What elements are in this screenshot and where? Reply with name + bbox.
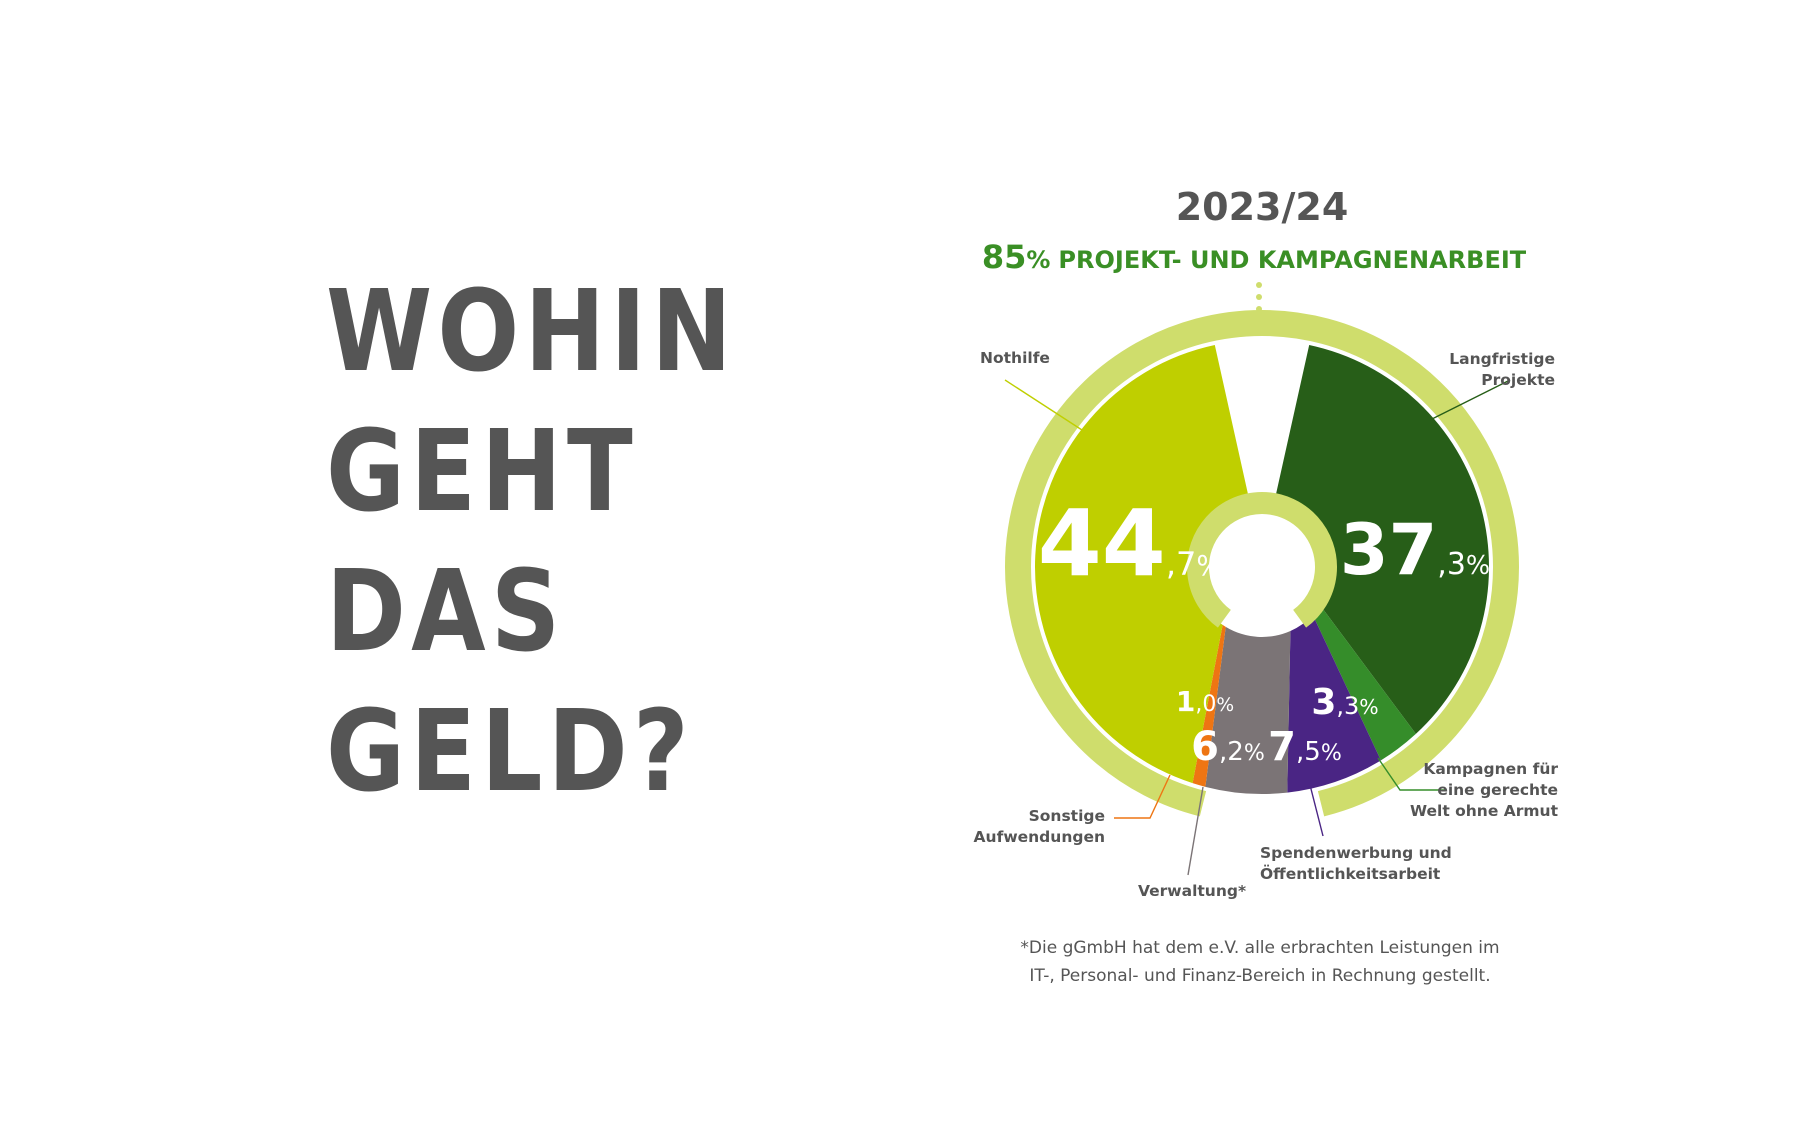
leader-lines bbox=[1004, 379, 1511, 876]
connector-dot-1 bbox=[1256, 294, 1262, 300]
footnote-line-2: IT-, Personal- und Finanz-Bereich in Rec… bbox=[1029, 966, 1491, 986]
category-label-2: Spendenwerbung und Öffentlichkeitsarbeit bbox=[1260, 844, 1452, 883]
subtitle-value: 85 bbox=[982, 238, 1027, 276]
category-label-1: Kampagnen für eine gerechte Welt ohne Armu… bbox=[1410, 760, 1559, 820]
slice-0 bbox=[1275, 344, 1489, 734]
subtitle-text: PROJEKT- UND KAMPAGNENARBEIT bbox=[1058, 246, 1526, 274]
slice-value-5: 44,7% bbox=[1038, 490, 1222, 597]
percentage-labels: 37,3% 3,3%7,5%6,2% 1,0% 44,7% bbox=[1038, 490, 1490, 770]
category-label-0: Langfristige Projekte bbox=[1449, 350, 1555, 389]
slice-3 bbox=[1205, 626, 1291, 794]
leader-line-0 bbox=[1429, 379, 1511, 421]
slice-value-4: 1,0% bbox=[1176, 685, 1234, 718]
headline-line-1: WOHIN bbox=[326, 267, 737, 397]
slice-4 bbox=[1192, 624, 1226, 787]
slice-1 bbox=[1312, 605, 1416, 761]
leader-line-4 bbox=[1114, 774, 1171, 819]
slice-5 bbox=[1035, 344, 1249, 784]
title-connector-dots bbox=[1256, 282, 1262, 312]
slice-value-1: 3,3% bbox=[1311, 682, 1378, 723]
center-ring bbox=[1187, 492, 1337, 628]
footnote: *Die gGmbH hat dem e.V. alle erbrachten … bbox=[960, 934, 1560, 990]
subtitle-unit: % bbox=[1026, 246, 1050, 274]
leader-line-2 bbox=[1309, 784, 1324, 837]
category-label-4: Sonstige Aufwendungen bbox=[974, 807, 1105, 846]
slice-value-2: 7,5% bbox=[1268, 724, 1342, 770]
slice-value-3: 6,2% bbox=[1191, 724, 1265, 770]
slice-value-0: 37,3% bbox=[1340, 509, 1490, 591]
footnote-line-1: *Die gGmbH hat dem e.V. alle erbrachten … bbox=[1020, 938, 1500, 958]
chart-title: 2023/24 bbox=[1176, 185, 1349, 229]
slice-2 bbox=[1287, 615, 1381, 793]
chart-subtitle: 85% PROJEKT- UND KAMPAGNENARBEIT bbox=[982, 238, 1527, 276]
connector-dot-0 bbox=[1256, 282, 1262, 288]
leader-line-1 bbox=[1377, 757, 1445, 791]
headline: WOHIN GEHT DAS GELD? bbox=[326, 262, 737, 822]
headline-line-4: GELD? bbox=[326, 687, 694, 817]
category-label-3: Verwaltung* bbox=[1138, 882, 1246, 900]
headline-line-2: GEHT bbox=[326, 407, 638, 537]
headline-line-3: DAS bbox=[326, 547, 566, 677]
project-ring bbox=[1005, 310, 1519, 817]
leader-line-3 bbox=[1187, 786, 1204, 876]
pie-slices bbox=[1035, 344, 1489, 794]
category-labels: Langfristige Projekte Kampagnen für eine ge… bbox=[974, 349, 1559, 900]
leader-line-5 bbox=[1004, 379, 1083, 431]
category-label-5: Nothilfe bbox=[980, 349, 1050, 367]
